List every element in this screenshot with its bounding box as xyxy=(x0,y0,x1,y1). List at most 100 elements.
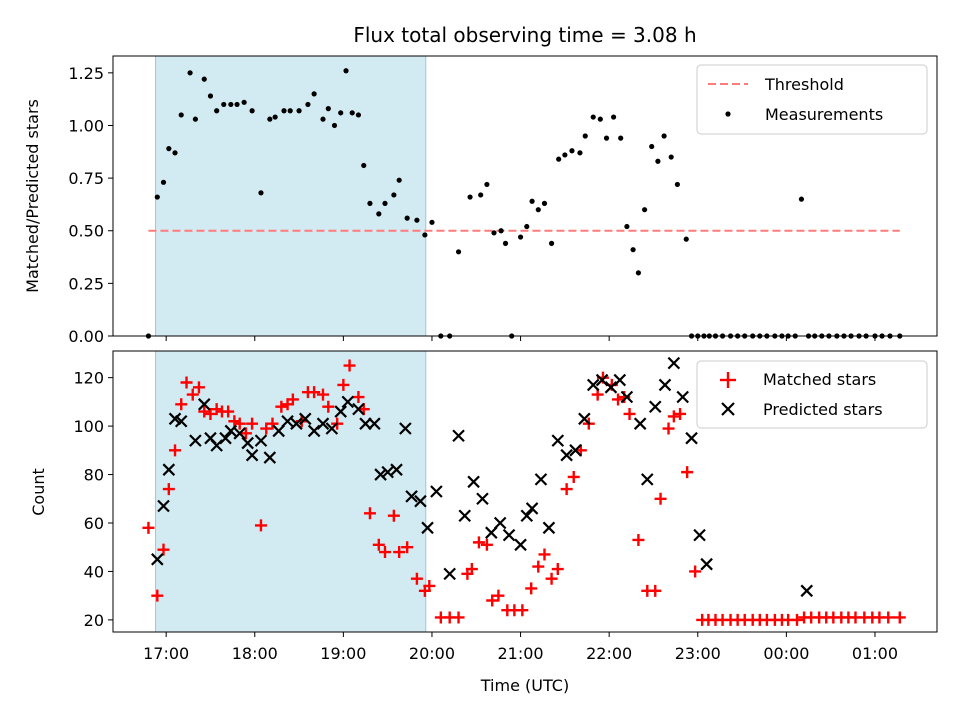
predicted-star-point xyxy=(493,516,507,530)
predicted-star-point xyxy=(341,395,355,409)
measurement-point xyxy=(548,240,555,246)
top-y-axis-label: Matched/Predicted stars xyxy=(23,99,42,293)
chart-title: Flux total observing time = 3.08 h xyxy=(353,23,696,47)
legend-matched-swatch xyxy=(720,372,736,388)
predicted-star-point xyxy=(443,567,456,581)
predicted-star-point xyxy=(197,398,211,411)
top-panel: 0.00 0.25 0.50 0.75 1.00 1.25 Matched/Predict… xyxy=(23,55,938,346)
predicted-stars-points xyxy=(151,356,814,598)
predicted-star-point xyxy=(151,553,164,566)
bottom-y-tick-label: 80 xyxy=(84,466,104,485)
measurement-point xyxy=(154,194,160,200)
top-y-tick-label: 0.25 xyxy=(68,274,104,293)
predicted-star-point xyxy=(604,381,618,394)
matched-star-point xyxy=(210,403,223,416)
matched-star-point xyxy=(791,613,804,626)
measurement-point xyxy=(642,207,648,213)
matched-star-point xyxy=(233,417,246,430)
legend-threshold-label: Threshold xyxy=(764,75,844,94)
measurement-point xyxy=(624,223,630,230)
measurement-point xyxy=(611,114,617,120)
measurement-point xyxy=(367,200,373,206)
matched-star-point xyxy=(142,521,155,534)
predicted-star-point xyxy=(542,521,556,535)
matched-star-point xyxy=(316,388,329,401)
matched-star-point xyxy=(525,582,538,595)
predicted-star-point xyxy=(685,431,698,445)
matched-star-point xyxy=(192,381,205,394)
measurement-point xyxy=(661,133,667,139)
predicted-star-point xyxy=(560,448,573,462)
matched-star-point xyxy=(465,563,478,576)
matched-star-point xyxy=(175,398,188,411)
predicted-star-point xyxy=(298,412,312,426)
predicted-star-point xyxy=(307,424,321,438)
measurement-point xyxy=(529,198,535,204)
predicted-star-point xyxy=(525,502,539,515)
measurement-point xyxy=(281,108,287,114)
matched-stars-points xyxy=(142,359,906,626)
bottom-y-tick-label: 120 xyxy=(73,369,104,388)
predicted-star-point xyxy=(254,434,268,447)
matched-star-point xyxy=(393,546,406,559)
predicted-star-point xyxy=(458,509,472,523)
matched-star-point xyxy=(882,611,895,624)
predicted-star-point xyxy=(485,526,498,539)
matched-star-point xyxy=(186,388,199,401)
measurement-point xyxy=(355,112,362,118)
predicted-star-point xyxy=(224,424,238,438)
measurement-point xyxy=(192,116,198,122)
measurement-point xyxy=(556,156,562,162)
measurement-point xyxy=(429,219,435,225)
predicted-star-point xyxy=(290,417,303,430)
matched-star-point xyxy=(260,422,273,435)
predicted-star-point xyxy=(534,473,548,486)
bottom-legend: Matched stars Predicted stars xyxy=(696,360,928,429)
predicted-star-point xyxy=(381,465,394,479)
predicted-star-point xyxy=(467,475,480,489)
predicted-star-point xyxy=(157,499,170,513)
measurement-point xyxy=(498,228,504,234)
measurement-point xyxy=(524,223,530,230)
matched-star-point xyxy=(551,563,564,576)
predicted-star-point xyxy=(241,436,254,450)
measurement-point xyxy=(603,135,610,141)
x-tick-label: 00:00 xyxy=(763,644,809,663)
predicted-star-point xyxy=(263,451,277,464)
measurement-point xyxy=(618,135,624,141)
bottom-shaded-region xyxy=(155,350,427,633)
predicted-star-point xyxy=(421,521,434,535)
predicted-star-point xyxy=(452,429,465,443)
top-y-tick-label: 0.00 xyxy=(68,327,104,346)
matched-star-point xyxy=(352,391,365,404)
measurement-point xyxy=(541,200,548,206)
measurement-point xyxy=(325,106,331,112)
top-y-ticks: 0.00 0.25 0.50 0.75 1.00 1.25 xyxy=(68,64,113,346)
top-legend-box xyxy=(696,64,928,135)
measurement-point xyxy=(683,236,689,242)
predicted-star-point xyxy=(352,402,365,416)
measurement-point xyxy=(404,215,410,221)
measurement-point xyxy=(674,181,680,188)
x-axis-label: Time (UTC) xyxy=(480,676,569,695)
measurement-point xyxy=(484,181,490,188)
matched-star-point xyxy=(654,492,667,505)
predicted-star-point xyxy=(390,463,403,476)
measurement-point xyxy=(467,194,473,200)
matched-star-point xyxy=(472,536,485,549)
predicted-star-point xyxy=(162,463,176,476)
measurement-point xyxy=(241,99,247,105)
x-tick-label: 22:00 xyxy=(586,644,632,663)
matched-star-point xyxy=(538,548,551,561)
matched-star-point xyxy=(286,393,299,406)
measurement-point xyxy=(569,148,575,154)
matched-star-point xyxy=(560,483,573,496)
measurement-point xyxy=(267,116,273,122)
measurement-point xyxy=(478,192,484,198)
measurement-point xyxy=(172,150,178,156)
matched-star-point xyxy=(222,405,235,418)
matched-star-point xyxy=(151,589,164,602)
measurement-point xyxy=(577,150,583,156)
measurement-point xyxy=(320,116,326,122)
bottom-y-tick-label: 60 xyxy=(84,514,104,533)
